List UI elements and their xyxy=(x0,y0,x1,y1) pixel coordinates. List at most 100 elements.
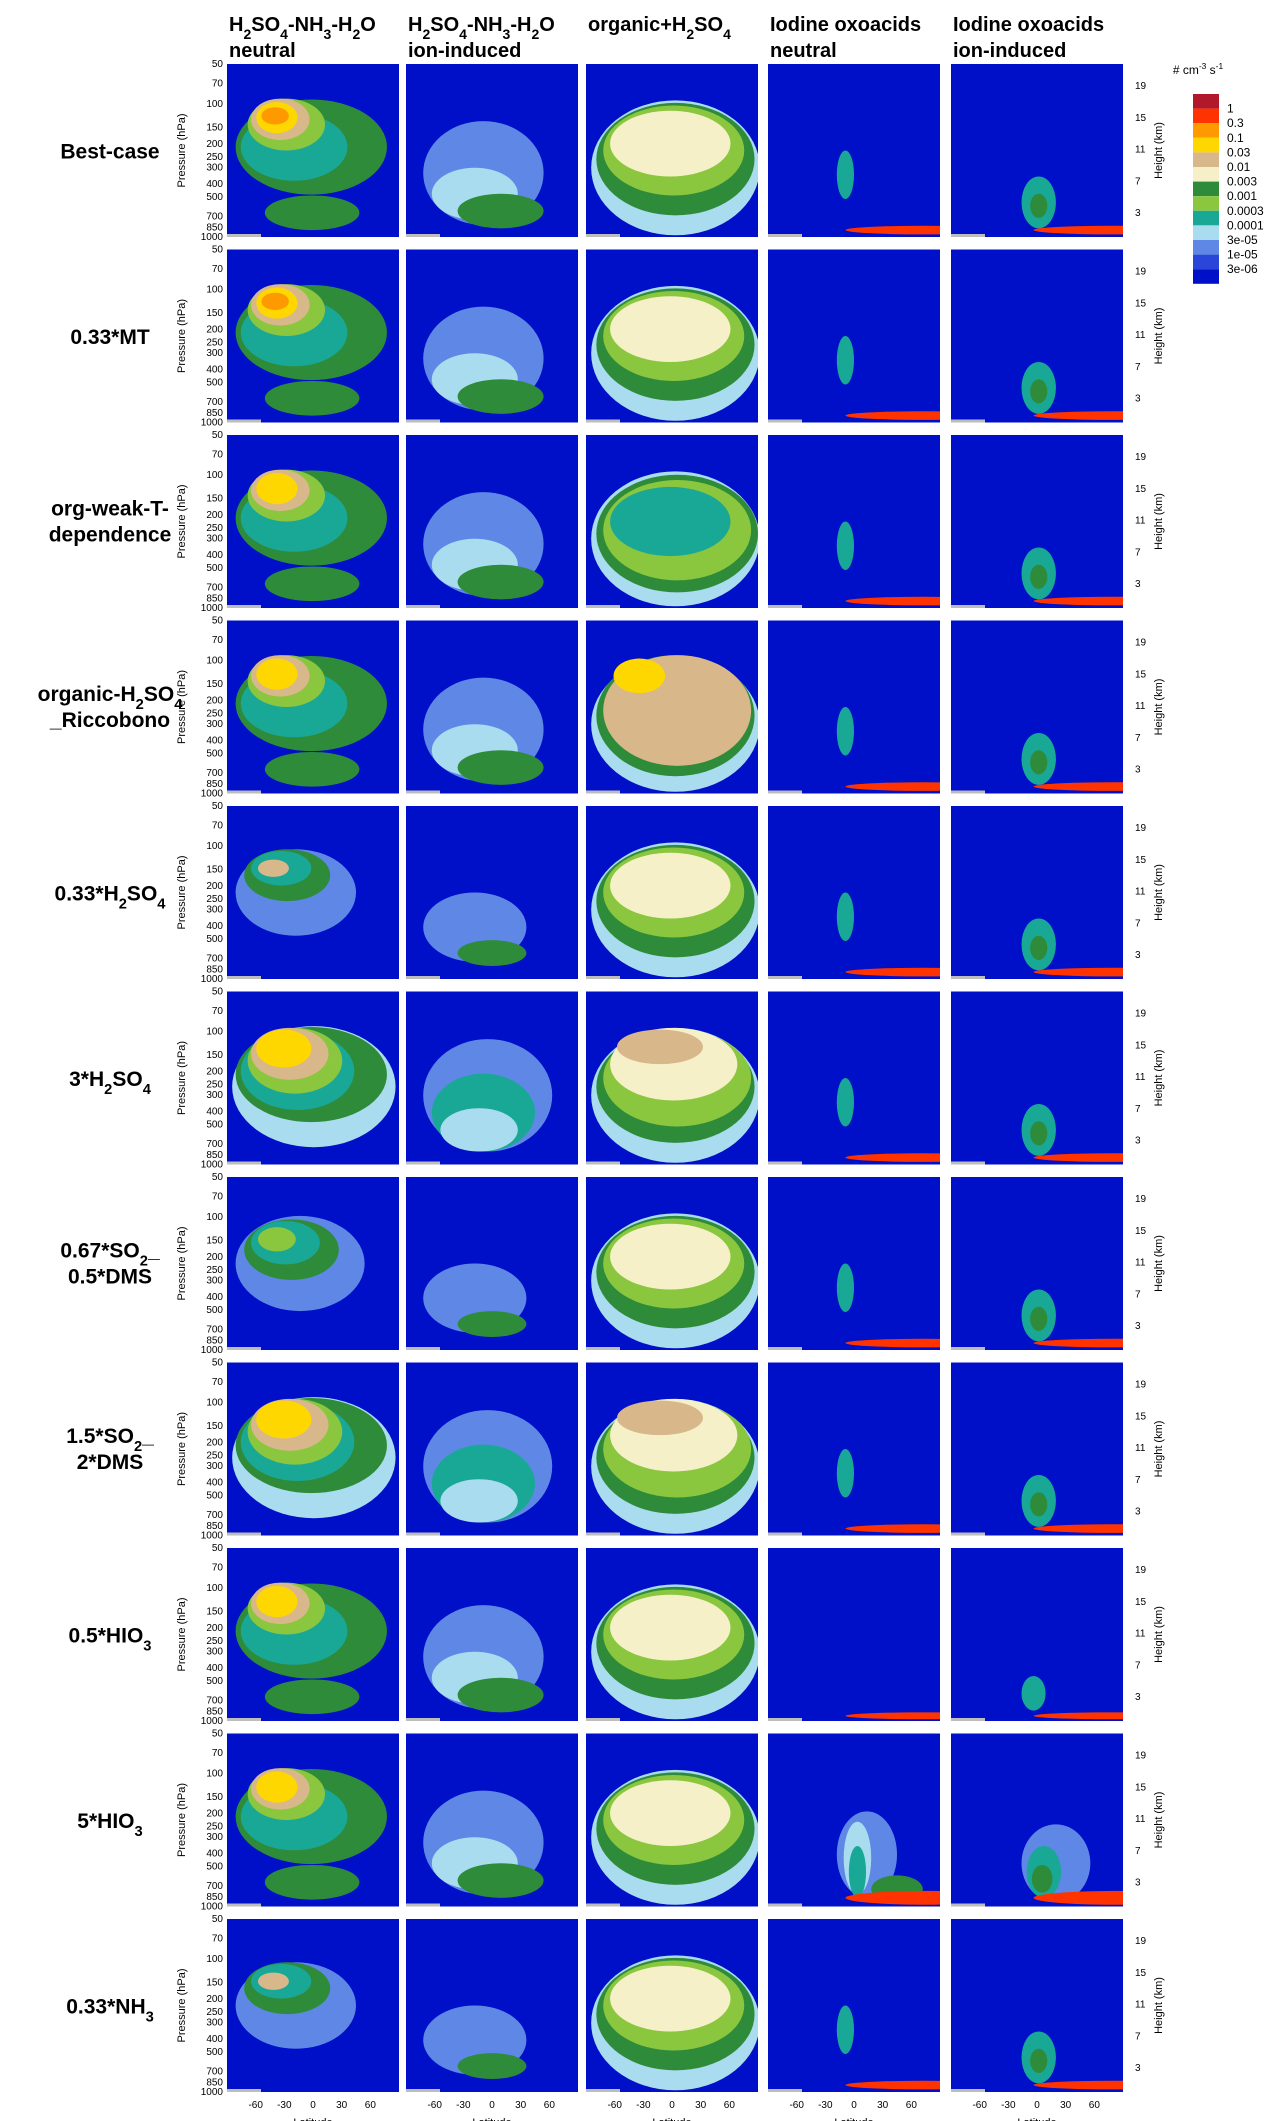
panel-r7-c2 xyxy=(406,1177,578,1350)
contour-band-3 xyxy=(440,1108,518,1152)
latitude-tick-label: 60 xyxy=(544,2100,556,2111)
height-tick-label: 19 xyxy=(1135,1936,1147,1947)
panel-r9-c4 xyxy=(768,1548,940,1721)
height-tick-label: 11 xyxy=(1135,1629,1146,1640)
pressure-tick-label: 1000 xyxy=(201,1531,224,1542)
pressure-tick-label: 250 xyxy=(206,523,223,534)
panel-background xyxy=(768,64,940,237)
height-tick-label: 7 xyxy=(1135,1475,1141,1486)
surface-strip xyxy=(768,234,802,237)
latitude-tick-label: -60 xyxy=(789,2100,804,2111)
colorbar-swatch-1 xyxy=(1193,94,1219,109)
y-axis-title: Pressure (hPa) xyxy=(176,1412,188,1486)
pressure-tick-label: 700 xyxy=(206,1510,223,1521)
pressure-tick-label: 70 xyxy=(212,449,224,460)
surface-strip xyxy=(406,419,440,423)
pressure-tick-label: 500 xyxy=(206,192,223,203)
pressure-tick-label: 300 xyxy=(206,348,223,359)
latitude-tick-label: 0 xyxy=(310,2100,316,2111)
surface-strip xyxy=(768,605,802,608)
height-tick-label: 3 xyxy=(1135,765,1141,776)
contour-band-5 xyxy=(256,1586,298,1618)
pressure-tick-label: 100 xyxy=(206,285,223,296)
height-tick-label: 3 xyxy=(1135,2063,1141,2074)
pressure-tick-label: 400 xyxy=(206,550,223,561)
pressure-tick-label: 100 xyxy=(206,1398,223,1409)
pressure-tick-label: 200 xyxy=(206,1994,223,2005)
panel-r8-c4 xyxy=(768,1362,940,1536)
pressure-tick-label: 400 xyxy=(206,921,223,932)
row-label-8: 1.5*SO2_ xyxy=(66,1425,154,1455)
surface-strip xyxy=(227,1532,261,1536)
pressure-tick-label: 50 xyxy=(212,430,224,441)
panel-background xyxy=(768,1548,940,1721)
row-label-line2-4: _Riccobono xyxy=(49,709,170,732)
surface-strip xyxy=(406,1532,440,1536)
surface-strip xyxy=(406,790,440,794)
y-axis-title: Pressure (hPa) xyxy=(176,856,188,930)
surface-strip xyxy=(406,976,440,979)
contour-band-1 xyxy=(836,1263,855,1312)
pressure-tick-label: 150 xyxy=(206,1792,223,1803)
column-subtitle-4: neutral xyxy=(770,40,837,62)
height-tick-label: 19 xyxy=(1135,452,1147,463)
panel-r10-c5 xyxy=(951,1733,1123,1907)
height-tick-label: 7 xyxy=(1135,918,1141,929)
pressure-tick-label: 100 xyxy=(206,1212,223,1223)
height-tick-label: 3 xyxy=(1135,950,1141,961)
colorbar-level-label: 1 xyxy=(1227,102,1234,116)
surface-strip xyxy=(951,1718,985,1721)
panel-r5-c5 xyxy=(951,806,1123,979)
colorbar-level-label: 3e-05 xyxy=(1227,233,1258,247)
panel-r4-c2 xyxy=(406,620,578,794)
contour-band-7 xyxy=(264,195,360,231)
panel-r10-c1 xyxy=(227,1733,399,1907)
pressure-tick-label: 200 xyxy=(206,1067,223,1078)
pressure-tick-label: 50 xyxy=(212,1729,224,1740)
height-tick-label: 15 xyxy=(1135,113,1147,124)
contour-band-2 xyxy=(845,411,940,420)
pressure-tick-label: 50 xyxy=(212,616,224,627)
pressure-tick-label: 100 xyxy=(206,1954,223,1965)
pressure-tick-label: 400 xyxy=(206,365,223,376)
pressure-tick-label: 70 xyxy=(212,264,224,275)
contour-band-1 xyxy=(836,1449,855,1498)
pressure-tick-label: 400 xyxy=(206,736,223,747)
height-tick-label: 19 xyxy=(1135,267,1147,278)
height-tick-label: 11 xyxy=(1135,887,1146,898)
pressure-tick-label: 400 xyxy=(206,1663,223,1674)
contour-band-2 xyxy=(1030,2048,1048,2073)
contour-band-4 xyxy=(257,1972,289,1990)
pressure-tick-label: 250 xyxy=(206,1450,223,1461)
column-titles: H2SO4-NH3-H2OneutralH2SO4-NH3-H2Oion-ind… xyxy=(229,14,1104,62)
contour-band-2 xyxy=(457,1311,527,1338)
panel-r10-c4 xyxy=(768,1733,940,1907)
right-axis-title: Height (km) xyxy=(1153,1235,1165,1292)
row-label-6: 3*H2SO4 xyxy=(69,1068,152,1098)
pressure-tick-label: 100 xyxy=(206,841,223,852)
surface-strip xyxy=(406,1718,440,1721)
contour-band-2 xyxy=(1030,1121,1048,1146)
contour-band-1 xyxy=(1021,1676,1046,1711)
panel-r2-c2 xyxy=(406,249,578,423)
latitude-tick-label: 60 xyxy=(1089,2100,1101,2111)
pressure-tick-label: 250 xyxy=(206,1265,223,1276)
contour-band-3 xyxy=(848,1845,867,1898)
latitude-tick-label: 60 xyxy=(906,2100,918,2111)
pressure-tick-label: 700 xyxy=(206,768,223,779)
row-label-11: 0.33*NH3 xyxy=(66,1996,154,2026)
pressure-tick-label: 50 xyxy=(212,801,224,812)
contour-band-1 xyxy=(836,336,855,385)
row-label-2: 0.33*MT xyxy=(70,326,150,349)
contour-band-5 xyxy=(845,1890,940,1905)
right-axis-title: Height (km) xyxy=(1153,1606,1165,1663)
panel-r2-c4 xyxy=(768,249,940,423)
height-tick-label: 19 xyxy=(1135,1009,1147,1020)
pressure-tick-label: 200 xyxy=(206,1809,223,1820)
colorbar-swatch-6 xyxy=(1193,167,1219,182)
right-axis-title: Height (km) xyxy=(1153,679,1165,736)
height-tick-label: 7 xyxy=(1135,1289,1141,1300)
pressure-tick-label: 100 xyxy=(206,656,223,667)
pressure-tick-label: 200 xyxy=(206,696,223,707)
colorbar-legend: # cm-3 s-110.30.10.030.010.0030.0010.000… xyxy=(1173,61,1264,284)
